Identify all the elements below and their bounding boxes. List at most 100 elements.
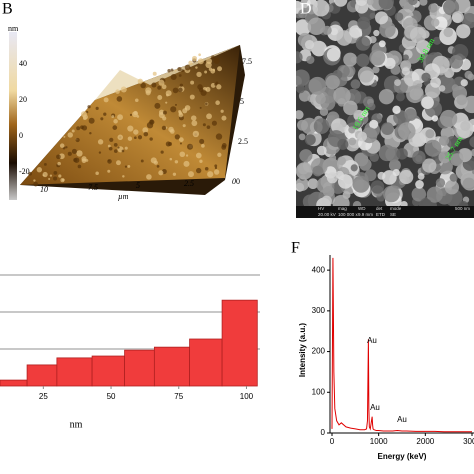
grain [357, 131, 368, 142]
grain [354, 118, 362, 126]
bar [153, 346, 190, 387]
grain [61, 178, 65, 182]
grain [87, 105, 91, 109]
grain [63, 135, 66, 138]
grain [296, 162, 314, 180]
colorbar-ticks: 40 20 0 -20 [19, 59, 30, 176]
panel-label: F [291, 240, 300, 257]
grain [298, 133, 306, 141]
info-header: mode [390, 206, 402, 211]
grain [438, 150, 451, 164]
x-tick-label: 3000 [463, 437, 474, 446]
bar [91, 355, 125, 387]
grain [460, 79, 468, 87]
grain [343, 100, 358, 116]
grain [356, 53, 370, 67]
grain [213, 57, 220, 64]
grain [421, 72, 431, 82]
grain [394, 79, 402, 87]
grain [412, 150, 426, 164]
grain [392, 168, 400, 177]
grain [408, 0, 418, 6]
grain [383, 185, 400, 203]
grain [137, 78, 143, 84]
grain [170, 106, 177, 113]
grain [117, 146, 120, 149]
peak-label: Au [370, 403, 380, 412]
grain [154, 102, 161, 109]
grain [191, 120, 198, 127]
grain [174, 160, 179, 164]
peak-label: Au [367, 336, 377, 345]
grain [207, 171, 214, 178]
grain [406, 85, 424, 104]
grain [369, 119, 379, 129]
grain [369, 49, 386, 66]
grain [415, 39, 431, 55]
grain [443, 27, 454, 38]
grain [184, 105, 191, 111]
grain [419, 0, 428, 6]
grain [177, 66, 182, 72]
grain [307, 178, 319, 190]
spectrum-line [331, 257, 472, 433]
afm-x-tick-label: 5 [136, 181, 140, 190]
grain [111, 115, 115, 118]
grain [167, 69, 171, 73]
grain [199, 106, 202, 109]
grain [306, 55, 315, 64]
grain [129, 113, 133, 116]
grain [174, 69, 177, 72]
grain [140, 159, 144, 163]
grain [319, 107, 329, 117]
grain [112, 125, 118, 130]
grain [348, 137, 357, 146]
grain [296, 110, 304, 120]
info-value: ETD [376, 212, 386, 217]
grain [409, 27, 427, 44]
grain [211, 55, 215, 60]
grain [48, 177, 51, 180]
grain [206, 125, 211, 129]
grain [178, 74, 182, 77]
grain [359, 158, 372, 171]
grain [373, 29, 380, 37]
grain [431, 115, 439, 122]
grain [404, 108, 417, 121]
grain [109, 137, 114, 142]
grain [42, 174, 45, 177]
grain [379, 21, 396, 38]
grain [213, 169, 220, 175]
grain [401, 67, 410, 76]
grain [205, 61, 212, 69]
colorbar-tick-label: 40 [19, 59, 27, 68]
grain [169, 157, 173, 161]
grain [378, 89, 395, 105]
grain [190, 115, 197, 121]
grain [172, 87, 179, 94]
bar [189, 338, 223, 387]
grain [329, 154, 337, 162]
grain [378, 40, 386, 48]
grain [191, 55, 198, 62]
grain [127, 164, 131, 168]
panel-label: B [2, 1, 13, 18]
scale-label: 500 nm [455, 206, 470, 211]
grain [132, 111, 139, 118]
grain [399, 169, 414, 185]
bar [0, 379, 28, 387]
grain [133, 129, 139, 135]
grain [80, 111, 87, 118]
grain [156, 164, 160, 168]
grain [58, 174, 62, 178]
grain [215, 133, 223, 140]
grain [33, 179, 36, 182]
grain [160, 150, 164, 154]
grain [221, 115, 227, 121]
colorbar [9, 32, 17, 200]
grain [186, 143, 193, 150]
grain [321, 195, 332, 206]
grain [296, 177, 309, 191]
grain [202, 123, 206, 127]
